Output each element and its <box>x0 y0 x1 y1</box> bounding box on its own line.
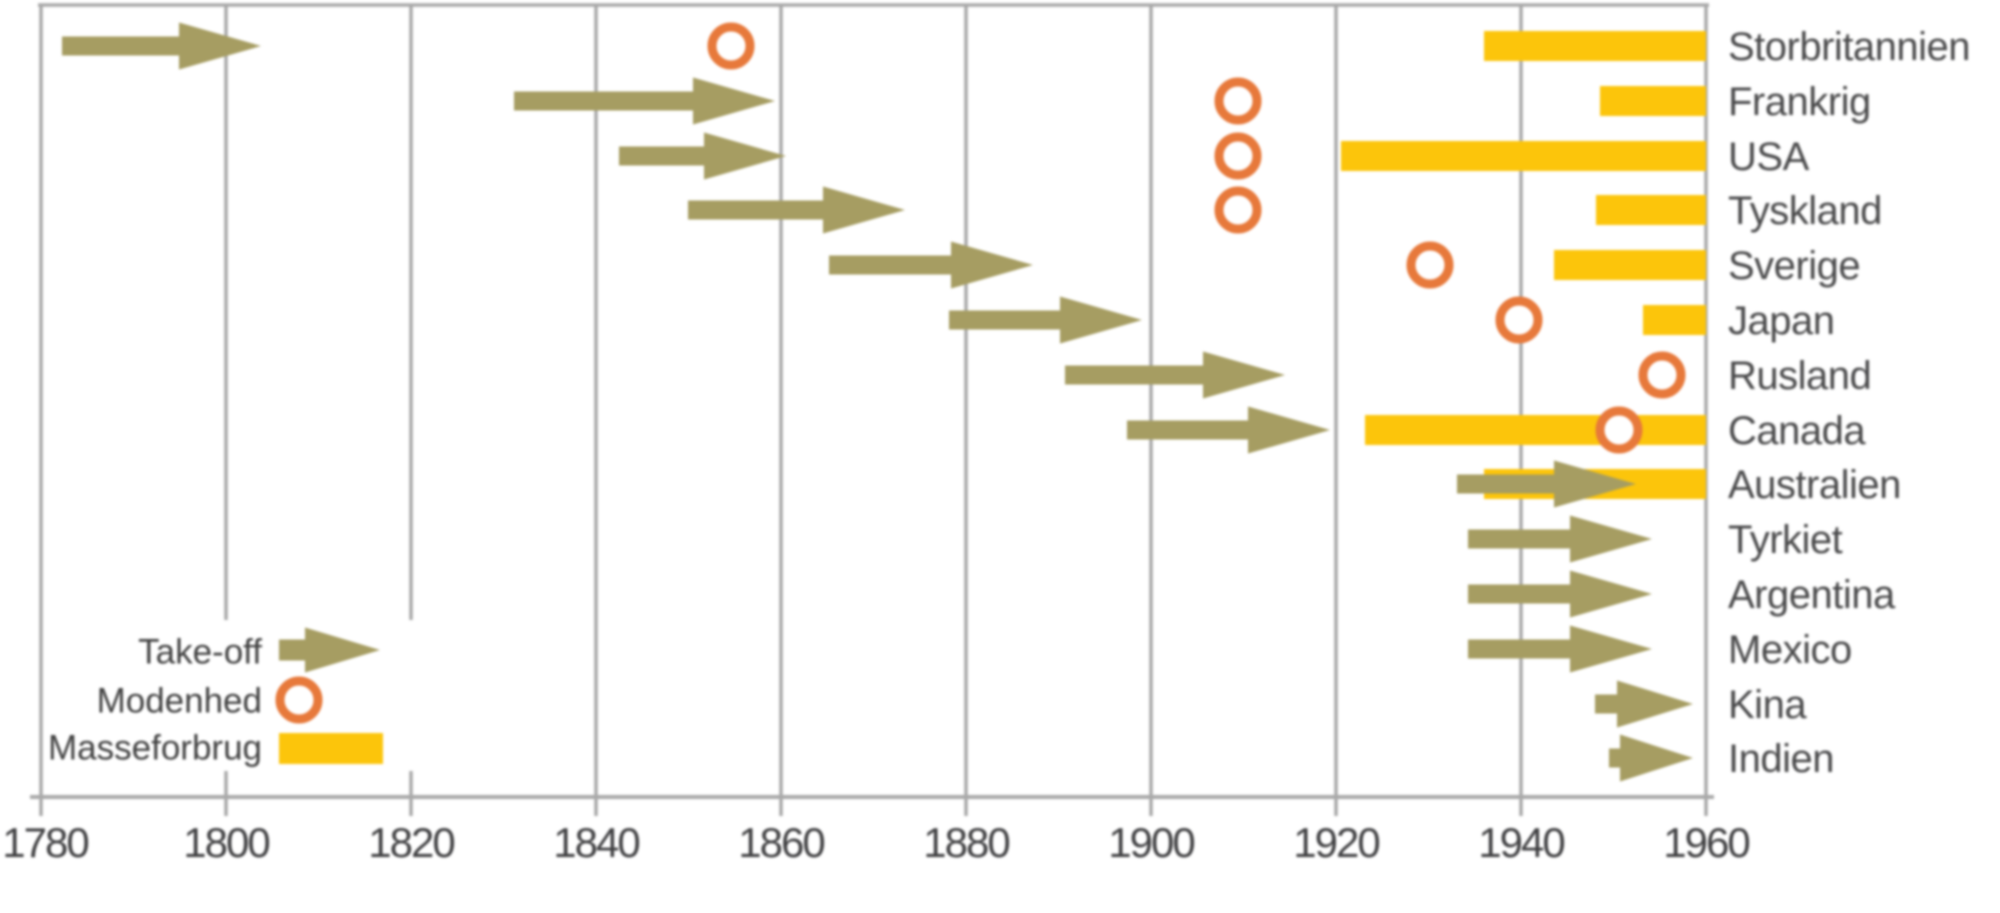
svg-text:Canada: Canada <box>1728 409 1866 453</box>
svg-text:Mexico: Mexico <box>1728 628 1852 672</box>
svg-text:Japan: Japan <box>1728 299 1834 343</box>
svg-text:Masseforbrug: Masseforbrug <box>48 729 262 768</box>
svg-text:Kina: Kina <box>1728 683 1807 727</box>
svg-text:1860: 1860 <box>738 819 824 866</box>
svg-text:1820: 1820 <box>368 819 454 866</box>
svg-text:Indien: Indien <box>1728 737 1834 781</box>
svg-text:1920: 1920 <box>1293 819 1379 866</box>
svg-text:Tyskland: Tyskland <box>1728 189 1882 233</box>
svg-text:1840: 1840 <box>553 819 639 866</box>
svg-text:Sverige: Sverige <box>1728 244 1860 288</box>
svg-text:Modenhed: Modenhed <box>97 682 262 721</box>
svg-text:USA: USA <box>1728 135 1810 179</box>
svg-text:1960: 1960 <box>1663 819 1749 866</box>
svg-text:Take-off: Take-off <box>138 633 262 672</box>
svg-text:Storbritannien: Storbritannien <box>1728 25 1970 69</box>
svg-text:Rusland: Rusland <box>1728 354 1871 398</box>
svg-text:1940: 1940 <box>1478 819 1564 866</box>
svg-text:Argentina: Argentina <box>1728 573 1896 617</box>
svg-text:Tyrkiet: Tyrkiet <box>1728 518 1843 562</box>
svg-text:Australien: Australien <box>1728 463 1901 507</box>
svg-text:1780: 1780 <box>2 819 88 866</box>
svg-text:1900: 1900 <box>1108 819 1194 866</box>
svg-text:Frankrig: Frankrig <box>1728 80 1871 124</box>
svg-text:1800: 1800 <box>183 819 269 866</box>
svg-text:1880: 1880 <box>923 819 1009 866</box>
